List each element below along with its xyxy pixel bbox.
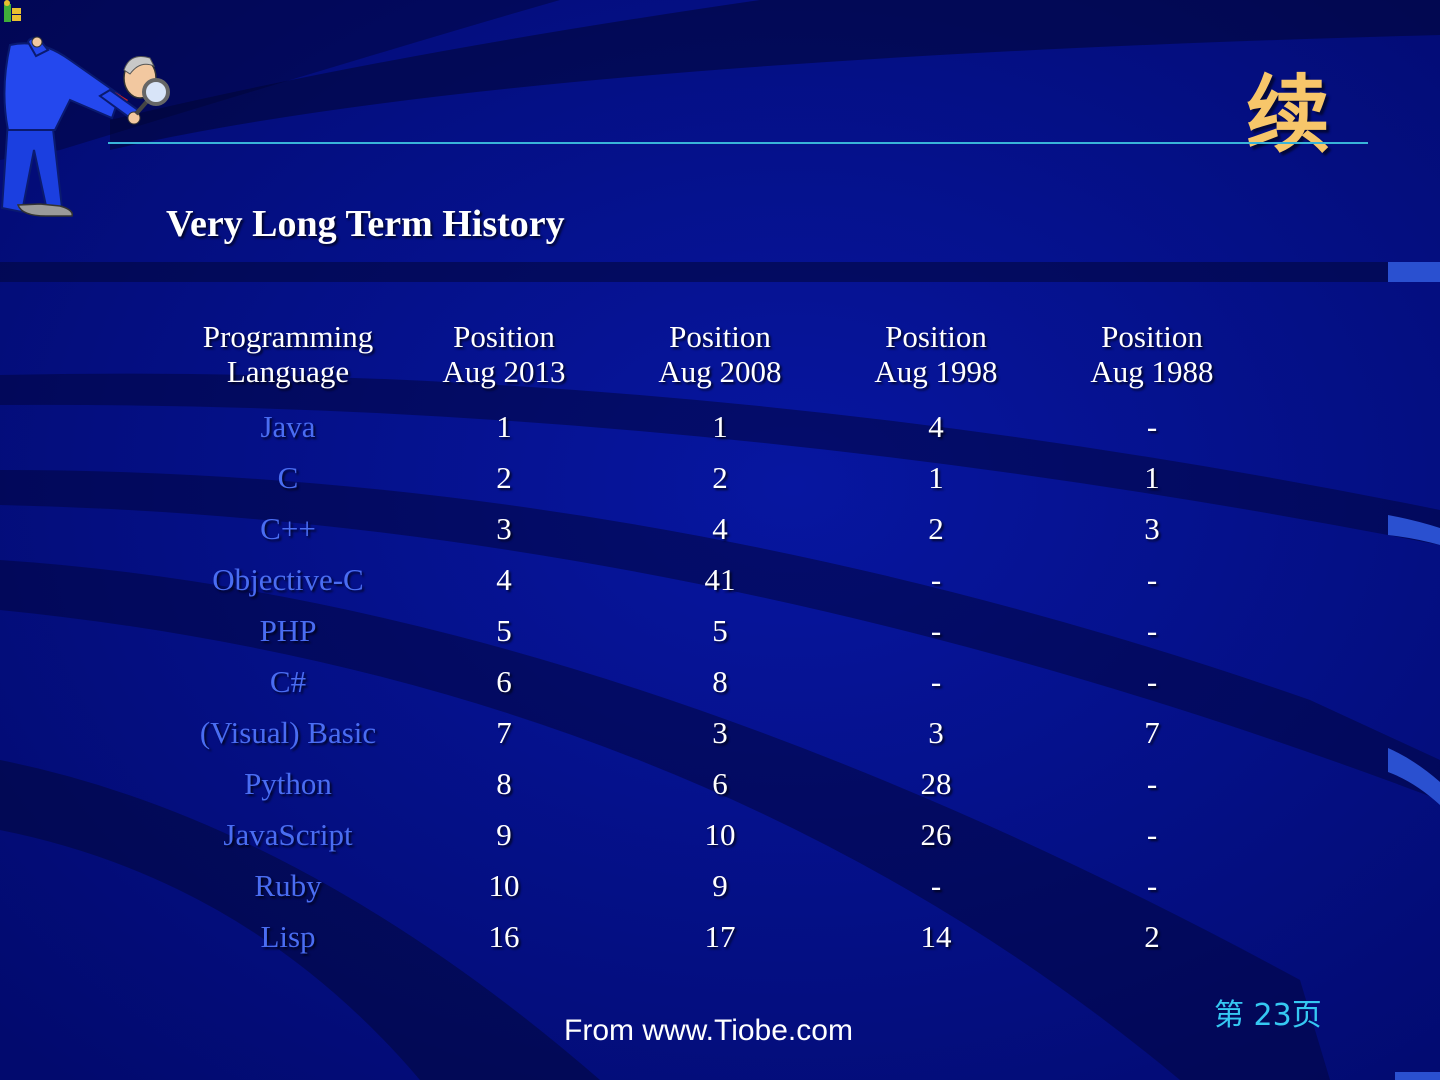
header-line: Aug 2013: [442, 354, 566, 389]
language-cell: Objective-C: [212, 561, 364, 597]
table-row: C# 6 8 - -: [180, 656, 1260, 707]
table-row: Objective-C 4 41 - -: [180, 554, 1260, 605]
rank-cell: 3: [496, 510, 512, 546]
rank-cell: 4: [712, 510, 728, 546]
language-cell: Lisp: [260, 918, 316, 954]
rank-cell: 7: [1144, 714, 1160, 750]
small-figure-icon: [4, 0, 21, 22]
rank-cell: -: [1146, 765, 1158, 801]
table-row: (Visual) Basic 7 3 3 7: [180, 707, 1260, 758]
rank-cell: 10: [704, 816, 736, 852]
page-number: 第 23页: [1214, 998, 1322, 1033]
language-cell: Java: [260, 408, 316, 444]
rank-cell: 9: [712, 867, 728, 903]
header-line: Aug 1988: [1090, 354, 1214, 389]
rank-cell: -: [930, 867, 942, 903]
rank-cell: 10: [488, 867, 520, 903]
column-header: Programming Language: [180, 315, 396, 401]
language-cell: C#: [269, 663, 307, 699]
rank-cell: 7: [496, 714, 512, 750]
rank-cell: 2: [1144, 918, 1160, 954]
table-row: C++ 3 4 2 3: [180, 503, 1260, 554]
rank-cell: 6: [712, 765, 728, 801]
table-row: PHP 5 5 - -: [180, 605, 1260, 656]
rank-cell: -: [930, 561, 942, 597]
header-line: Position: [1101, 319, 1203, 354]
rank-cell: 14: [920, 918, 952, 954]
header-line: Aug 1998: [874, 354, 998, 389]
rank-cell: -: [1146, 867, 1158, 903]
rank-cell: 1: [928, 459, 944, 495]
table-header-row: Programming Language Position Aug 2013 P…: [180, 315, 1260, 401]
header-line: Position: [453, 319, 555, 354]
language-cell: JavaScript: [223, 816, 353, 852]
rank-cell: 1: [496, 408, 512, 444]
header-line: Position: [669, 319, 771, 354]
rank-cell: 17: [704, 918, 736, 954]
table-row: Java 1 1 4 -: [180, 401, 1260, 452]
rank-cell: 6: [496, 663, 512, 699]
section-heading: Very Long Term History: [166, 203, 565, 245]
language-cell: C++: [260, 510, 316, 546]
language-cell: Ruby: [254, 867, 322, 903]
rank-cell: -: [1146, 408, 1158, 444]
column-header: Position Aug 1988: [1044, 315, 1260, 401]
table-row: C 2 2 1 1: [180, 452, 1260, 503]
rank-cell: 1: [1144, 459, 1160, 495]
language-cell: (Visual) Basic: [199, 714, 377, 750]
table-row: Python 8 6 28 -: [180, 758, 1260, 809]
rank-cell: 3: [1144, 510, 1160, 546]
rank-cell: 4: [496, 561, 512, 597]
language-cell: PHP: [259, 612, 317, 648]
rank-cell: 26: [920, 816, 952, 852]
header-line: Programming: [202, 319, 374, 354]
rank-cell: 5: [496, 612, 512, 648]
title-rule: [108, 142, 1368, 144]
rank-cell: -: [930, 663, 942, 699]
rank-cell: -: [1146, 561, 1158, 597]
rank-cell: 8: [712, 663, 728, 699]
table-row: JavaScript 9 10 26 -: [180, 809, 1260, 860]
rank-cell: 3: [928, 714, 944, 750]
source-credit: From www.Tiobe.com: [564, 1014, 853, 1047]
rank-cell: 3: [712, 714, 728, 750]
rank-cell: 8: [496, 765, 512, 801]
column-header: Position Aug 2013: [396, 315, 612, 401]
rank-cell: 2: [496, 459, 512, 495]
rank-cell: 5: [712, 612, 728, 648]
man-with-magnifying-glass-icon: [0, 36, 170, 217]
language-cell: Python: [244, 765, 332, 801]
rank-cell: 4: [928, 408, 944, 444]
rank-cell: -: [930, 612, 942, 648]
rank-cell: 2: [712, 459, 728, 495]
language-cell: C: [277, 459, 299, 495]
column-header: Position Aug 1998: [828, 315, 1044, 401]
rank-cell: 16: [488, 918, 520, 954]
rank-cell: 28: [920, 765, 952, 801]
rank-cell: -: [1146, 816, 1158, 852]
rank-cell: 2: [928, 510, 944, 546]
header-line: Aug 2008: [658, 354, 782, 389]
table-row: Lisp 16 17 14 2: [180, 911, 1260, 962]
column-header: Position Aug 2008: [612, 315, 828, 401]
table-row: Ruby 10 9 - -: [180, 860, 1260, 911]
header-line: Language: [226, 354, 350, 389]
rank-cell: -: [1146, 612, 1158, 648]
rank-cell: 41: [704, 561, 736, 597]
rank-cell: -: [1146, 663, 1158, 699]
header-line: Position: [885, 319, 987, 354]
history-table: Programming Language Position Aug 2013 P…: [180, 315, 1260, 962]
slide-title: 续: [1245, 66, 1332, 164]
rank-cell: 9: [496, 816, 512, 852]
rank-cell: 1: [712, 408, 728, 444]
